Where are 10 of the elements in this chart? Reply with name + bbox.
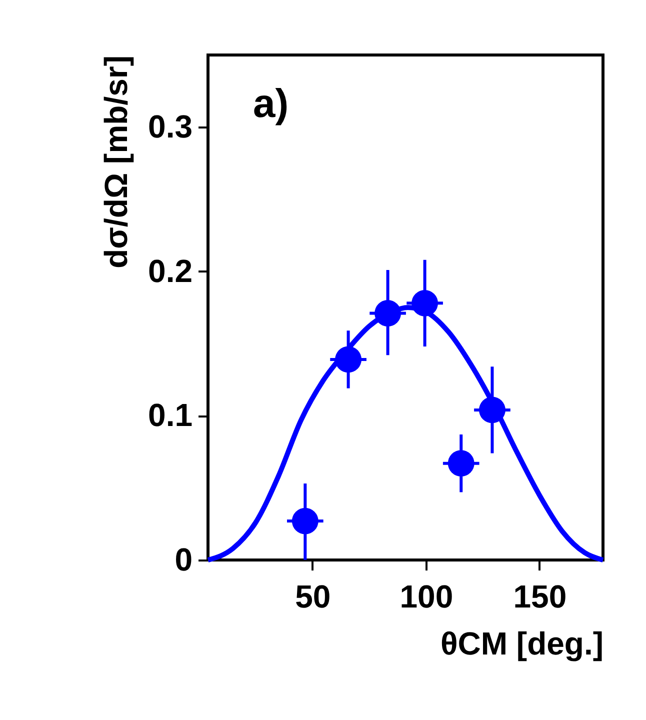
x-tick-label: 100 — [400, 578, 454, 614]
y-tick-label: 0.2 — [148, 252, 192, 289]
x-tick-label: 150 — [513, 578, 567, 614]
x-tick-label: 50 — [295, 578, 331, 614]
y-tick-label: 0 — [174, 542, 192, 578]
x-axis-title: θCM [deg.] — [440, 626, 604, 662]
y-axis-title: dσ/dΩ [mb/sr] — [98, 56, 134, 268]
y-tick-label: 0.1 — [148, 397, 192, 434]
annotation: a) — [253, 82, 289, 126]
y-tick-label: 0.3 — [148, 108, 192, 145]
